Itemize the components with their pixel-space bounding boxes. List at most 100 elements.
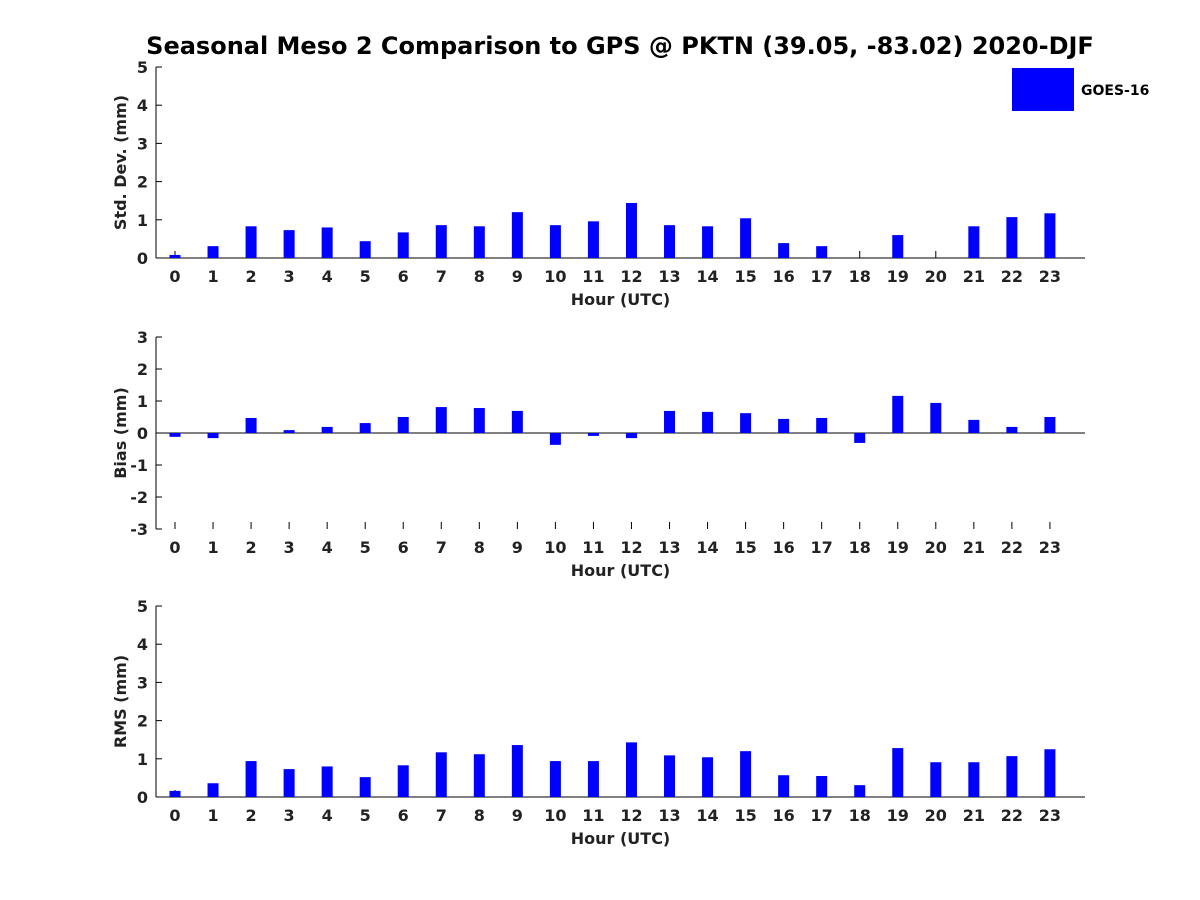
std-dev-bar bbox=[816, 246, 828, 258]
std-dev-ytick-label: 2 bbox=[137, 173, 148, 192]
bias-bar bbox=[892, 395, 904, 433]
bias-ytick-label: 0 bbox=[137, 424, 148, 443]
rms-bar bbox=[283, 769, 295, 797]
rms-xtick-label: 0 bbox=[169, 806, 180, 825]
rms-xtick-label: 13 bbox=[658, 806, 680, 825]
rms-xtick-label: 4 bbox=[322, 806, 333, 825]
legend-label: GOES-16 bbox=[1081, 83, 1149, 99]
std-dev-xtick-label: 15 bbox=[734, 267, 756, 286]
rms-xtick-label: 21 bbox=[963, 806, 985, 825]
std-dev-xtick-label: 7 bbox=[436, 267, 447, 286]
std-dev-ytick-label: 5 bbox=[137, 58, 148, 77]
rms-xtick-label: 3 bbox=[284, 806, 295, 825]
std-dev-bar bbox=[511, 212, 523, 258]
bias-xtick-label: 18 bbox=[849, 538, 871, 557]
std-dev-bar bbox=[435, 225, 447, 258]
std-dev-xtick-label: 8 bbox=[474, 267, 485, 286]
std-dev-xtick-label: 18 bbox=[849, 267, 871, 286]
rms-xtick-label: 2 bbox=[246, 806, 257, 825]
std-dev-bar bbox=[397, 232, 409, 258]
std-dev-xtick-label: 14 bbox=[696, 267, 718, 286]
bias-bar bbox=[625, 433, 637, 439]
rms-bar bbox=[359, 777, 371, 797]
bias-xtick-label: 16 bbox=[773, 538, 795, 557]
std-dev-bar bbox=[1044, 213, 1056, 258]
bias-xtick-label: 1 bbox=[207, 538, 218, 557]
rms-bar bbox=[740, 751, 752, 797]
rms-xlabel: Hour (UTC) bbox=[571, 829, 671, 848]
bias-xtick-label: 2 bbox=[246, 538, 257, 557]
rms-xtick-label: 22 bbox=[1001, 806, 1023, 825]
std-dev-xtick-label: 19 bbox=[887, 267, 909, 286]
rms-ytick-label: 2 bbox=[137, 712, 148, 731]
std-dev-bar bbox=[283, 230, 295, 258]
bias-bar bbox=[740, 413, 752, 433]
rms-bar bbox=[892, 748, 904, 797]
bias-bar bbox=[359, 423, 371, 433]
rms-bars bbox=[169, 742, 1056, 797]
bias-bar bbox=[511, 410, 523, 433]
rms-xtick-label: 17 bbox=[811, 806, 833, 825]
rms-xtick-label: 11 bbox=[582, 806, 604, 825]
bias-xtick-label: 12 bbox=[620, 538, 642, 557]
std-dev-bar bbox=[664, 225, 676, 258]
rms-ytick-label: 1 bbox=[137, 750, 148, 769]
bias-xtick-label: 17 bbox=[811, 538, 833, 557]
std-dev-xtick-label: 17 bbox=[811, 267, 833, 286]
std-dev-xtick-label: 2 bbox=[246, 267, 257, 286]
rms-ytick-label: 3 bbox=[137, 673, 148, 692]
bias-bar bbox=[169, 433, 181, 437]
bias-ytick-label: -1 bbox=[130, 456, 148, 475]
rms-bar bbox=[930, 762, 942, 797]
std-dev-ytick-label: 1 bbox=[137, 211, 148, 230]
rms-bar bbox=[511, 745, 523, 797]
bias-bar bbox=[207, 433, 219, 439]
bias-xtick-label: 6 bbox=[398, 538, 409, 557]
std-dev-xtick-label: 11 bbox=[582, 267, 604, 286]
rms-xtick-label: 19 bbox=[887, 806, 909, 825]
rms-ytick-label: 5 bbox=[137, 597, 148, 616]
bias-xtick-label: 0 bbox=[169, 538, 180, 557]
std-dev-xtick-label: 12 bbox=[620, 267, 642, 286]
std-dev-bar bbox=[778, 243, 790, 258]
bias-xtick-label: 7 bbox=[436, 538, 447, 557]
bias-bar bbox=[245, 417, 257, 433]
std-dev-xtick-label: 6 bbox=[398, 267, 409, 286]
chart-title: Seasonal Meso 2 Comparison to GPS @ PKTN… bbox=[146, 32, 1094, 60]
bias-bar bbox=[816, 417, 828, 433]
rms-xtick-label: 7 bbox=[436, 806, 447, 825]
std-dev-bar bbox=[740, 218, 752, 258]
bias-xtick-label: 5 bbox=[360, 538, 371, 557]
bias-xtick-label: 9 bbox=[512, 538, 523, 557]
rms-xtick-label: 12 bbox=[620, 806, 642, 825]
rms-bar bbox=[664, 755, 676, 797]
rms-bar bbox=[778, 775, 790, 797]
bias-xtick-label: 22 bbox=[1001, 538, 1023, 557]
rms-bar bbox=[968, 762, 980, 797]
rms-xtick-label: 14 bbox=[696, 806, 718, 825]
std-dev-xtick-label: 1 bbox=[207, 267, 218, 286]
rms-bar bbox=[549, 761, 561, 797]
bias-xtick-label: 4 bbox=[322, 538, 333, 557]
bias-axes bbox=[155, 337, 1085, 529]
bias-xtick-label: 8 bbox=[474, 538, 485, 557]
rms-bar bbox=[245, 761, 257, 797]
bias-xtick-label: 10 bbox=[544, 538, 566, 557]
std-dev-bar bbox=[625, 202, 637, 258]
rms-xtick-label: 23 bbox=[1039, 806, 1061, 825]
std-dev-xtick-label: 10 bbox=[544, 267, 566, 286]
bias-bars bbox=[169, 395, 1056, 445]
std-dev-bar bbox=[968, 226, 980, 258]
bias-bar bbox=[435, 407, 447, 433]
rms-xtick-label: 16 bbox=[773, 806, 795, 825]
bias-bar bbox=[587, 433, 599, 436]
bias-xtick-label: 14 bbox=[696, 538, 718, 557]
std-dev-xtick-label: 0 bbox=[169, 267, 180, 286]
rms-bar bbox=[207, 783, 219, 797]
rms-ytick-label: 0 bbox=[137, 788, 148, 807]
bias-xtick-label: 3 bbox=[284, 538, 295, 557]
